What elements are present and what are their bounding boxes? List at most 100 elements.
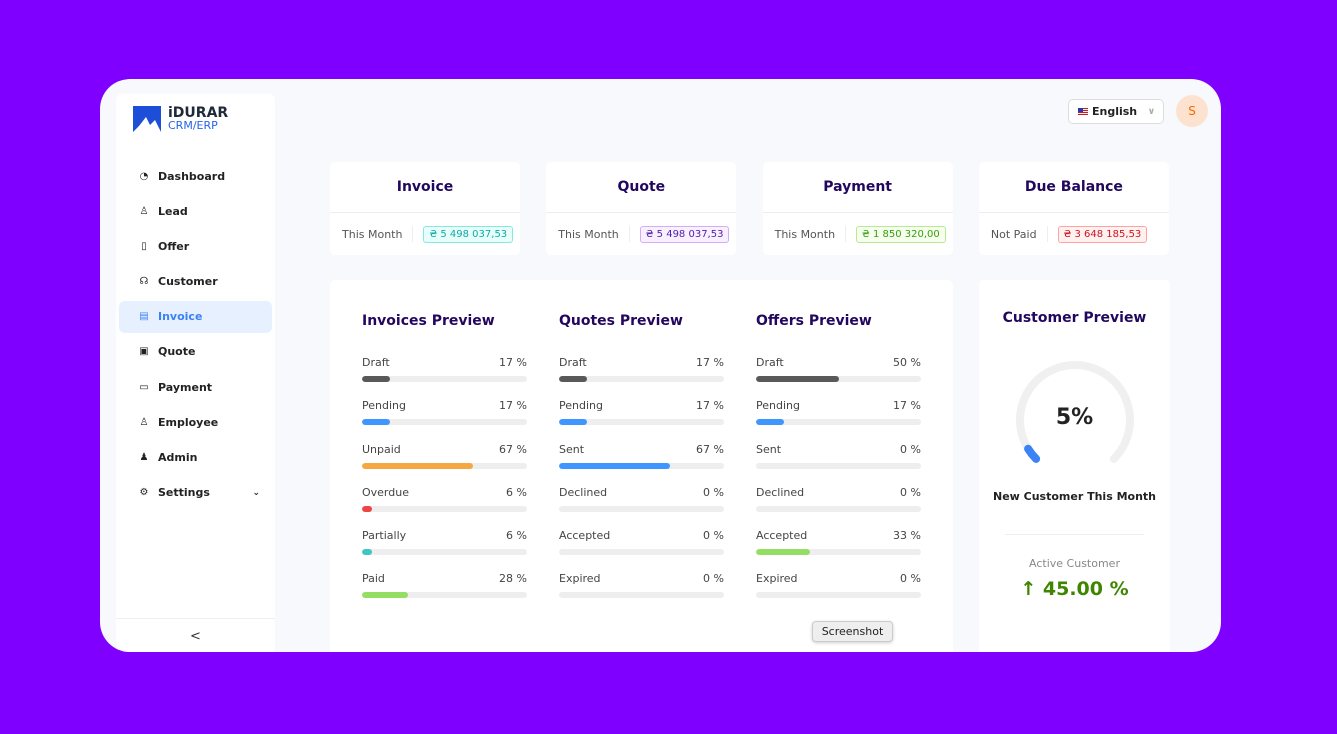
status-percent: 17 % — [696, 399, 724, 413]
progress-bar — [559, 505, 724, 512]
progress-bar — [559, 376, 724, 382]
progress-fill — [756, 549, 811, 556]
sidebar-item-payment[interactable]: ▭ Payment — [119, 371, 272, 403]
status-percent: 17 % — [893, 399, 921, 413]
previews-panel: Invoices Preview Draft 17 % Pending 17 % Unpa… — [330, 280, 953, 652]
progress-row: Accepted 33 % — [756, 529, 921, 572]
tooltip: Screenshot — [812, 621, 893, 642]
progress-row: Sent 67 % — [559, 443, 724, 486]
progress-fill — [362, 462, 473, 469]
progress-row: Accepted 0 % — [559, 529, 724, 572]
sidebar-item-label: Settings — [158, 486, 210, 500]
progress-row: Sent 0 % — [756, 443, 921, 486]
sidebar-item-label: Payment — [158, 380, 213, 394]
sidebar-item-settings[interactable]: ⚙ Settings ⌄ — [119, 477, 272, 509]
card-period: Not Paid — [990, 227, 1037, 241]
progress-bar — [362, 462, 527, 469]
sidebar-item-label: Lead — [158, 204, 188, 218]
progress-bar — [362, 505, 527, 512]
progress-bar — [559, 462, 724, 469]
sidebar-item-label: Admin — [158, 451, 198, 464]
status-percent: 0 % — [900, 485, 921, 499]
status-label: Unpaid — [362, 442, 401, 456]
sidebar-item-admin[interactable]: ♟ Admin — [119, 442, 272, 474]
sidebar-item-quote[interactable]: ▣ Quote — [119, 336, 272, 368]
status-label: Accepted — [559, 529, 611, 543]
status-percent: 67 % — [696, 442, 724, 456]
active-customer-value: ↑ 45.00 % — [1020, 578, 1129, 600]
status-label: Sent — [559, 442, 585, 456]
card-period: This Month — [558, 227, 619, 241]
progress-row: Partially 6 % — [362, 529, 527, 572]
chevron-down-icon: ∨ — [1147, 106, 1155, 117]
status-percent: 33 % — [893, 529, 921, 543]
progress-fill — [362, 505, 372, 512]
status-label: Sent — [756, 442, 782, 456]
status-percent: 17 % — [499, 356, 527, 369]
logo[interactable]: iDURAR CRM/ERP — [133, 106, 228, 132]
progress-bar — [756, 419, 921, 426]
preview-title: Invoices Preview — [362, 313, 495, 329]
sidebar-menu: ◔ Dashboard ♙ Lead ▯ Offer ☊ Customer ▤ Invoice ▣ Q… — [119, 160, 272, 512]
sidebar-item-label: Employee — [158, 415, 219, 429]
summary-card-invoice: Invoice This Month ₴ 5 498 037,53 — [330, 162, 520, 255]
progress-row: Declined 0 % — [756, 486, 921, 529]
progress-fill — [362, 419, 391, 426]
status-percent: 28 % — [499, 572, 527, 586]
dashboard-icon: ◔ — [139, 170, 149, 182]
status-label: Accepted — [756, 529, 808, 543]
progress-bar — [756, 376, 921, 382]
status-percent: 17 % — [696, 356, 724, 369]
summary-card-quote: Quote This Month ₴ 5 498 037,53 — [546, 162, 737, 255]
progress-bar — [559, 419, 724, 426]
amount-tag: ₴ 3 648 185,53 — [1057, 225, 1148, 243]
progress-bar — [756, 462, 921, 469]
progress-fill — [559, 376, 588, 382]
new-customer-label: New Customer This Month — [992, 490, 1156, 503]
card-title: Payment — [762, 162, 953, 213]
sidebar-item-offer[interactable]: ▯ Offer — [119, 230, 272, 262]
collapse-sidebar-button[interactable]: < — [116, 618, 275, 652]
user-icon: ♙ — [139, 416, 149, 428]
divider — [628, 226, 630, 242]
status-label: Expired — [756, 572, 798, 586]
status-label: Partially — [362, 529, 407, 543]
status-label: Overdue — [362, 485, 409, 499]
divider — [412, 226, 414, 242]
gear-icon: ⚙ — [139, 487, 149, 499]
status-label: Declined — [559, 485, 608, 499]
status-label: Pending — [559, 399, 603, 413]
sidebar-item-customer[interactable]: ☊ Customer — [119, 266, 272, 298]
sidebar-item-lead[interactable]: ♙ Lead — [119, 195, 272, 227]
status-percent: 0 % — [900, 572, 921, 586]
gauge-fill — [1024, 444, 1041, 463]
status-percent: 6 % — [506, 529, 527, 543]
customer-preview-card: Customer Preview 5% New Customer This Mo… — [979, 280, 1170, 652]
sidebar-item-employee[interactable]: ♙ Employee — [119, 406, 272, 438]
sidebar-item-invoice[interactable]: ▤ Invoice — [119, 300, 272, 333]
progress-row: Draft 50 % — [756, 356, 921, 399]
sidebar: iDURAR CRM/ERP ◔ Dashboard ♙ Lead ▯ Offer ☊ Cust… — [116, 94, 275, 652]
status-percent: 0 % — [703, 529, 724, 543]
status-percent: 17 % — [499, 399, 527, 413]
customer-preview-title: Customer Preview — [1002, 310, 1147, 326]
sidebar-item-label: Offer — [158, 239, 190, 253]
divider — [1046, 226, 1048, 242]
language-select[interactable]: English ∨ — [1068, 99, 1164, 124]
progress-row: Pending 17 % — [559, 399, 724, 442]
card-title: Due Balance — [978, 162, 1169, 213]
status-percent: 0 % — [703, 572, 724, 586]
amount-tag: ₴ 5 498 037,53 — [639, 225, 730, 243]
progress-row: Expired 0 % — [559, 572, 724, 615]
preview-title: Quotes Preview — [559, 313, 683, 329]
progress-row: Expired 0 % — [756, 572, 921, 615]
status-label: Expired — [559, 572, 601, 586]
status-percent: 6 % — [506, 485, 527, 499]
progress-bar — [756, 549, 921, 556]
avatar[interactable]: S — [1176, 95, 1208, 127]
sidebar-item-label: Customer — [158, 275, 218, 289]
sidebar-item-dashboard[interactable]: ◔ Dashboard — [119, 160, 272, 192]
logo-mountain-icon — [133, 106, 161, 132]
status-percent: 50 % — [893, 356, 921, 369]
progress-bar — [362, 376, 527, 382]
